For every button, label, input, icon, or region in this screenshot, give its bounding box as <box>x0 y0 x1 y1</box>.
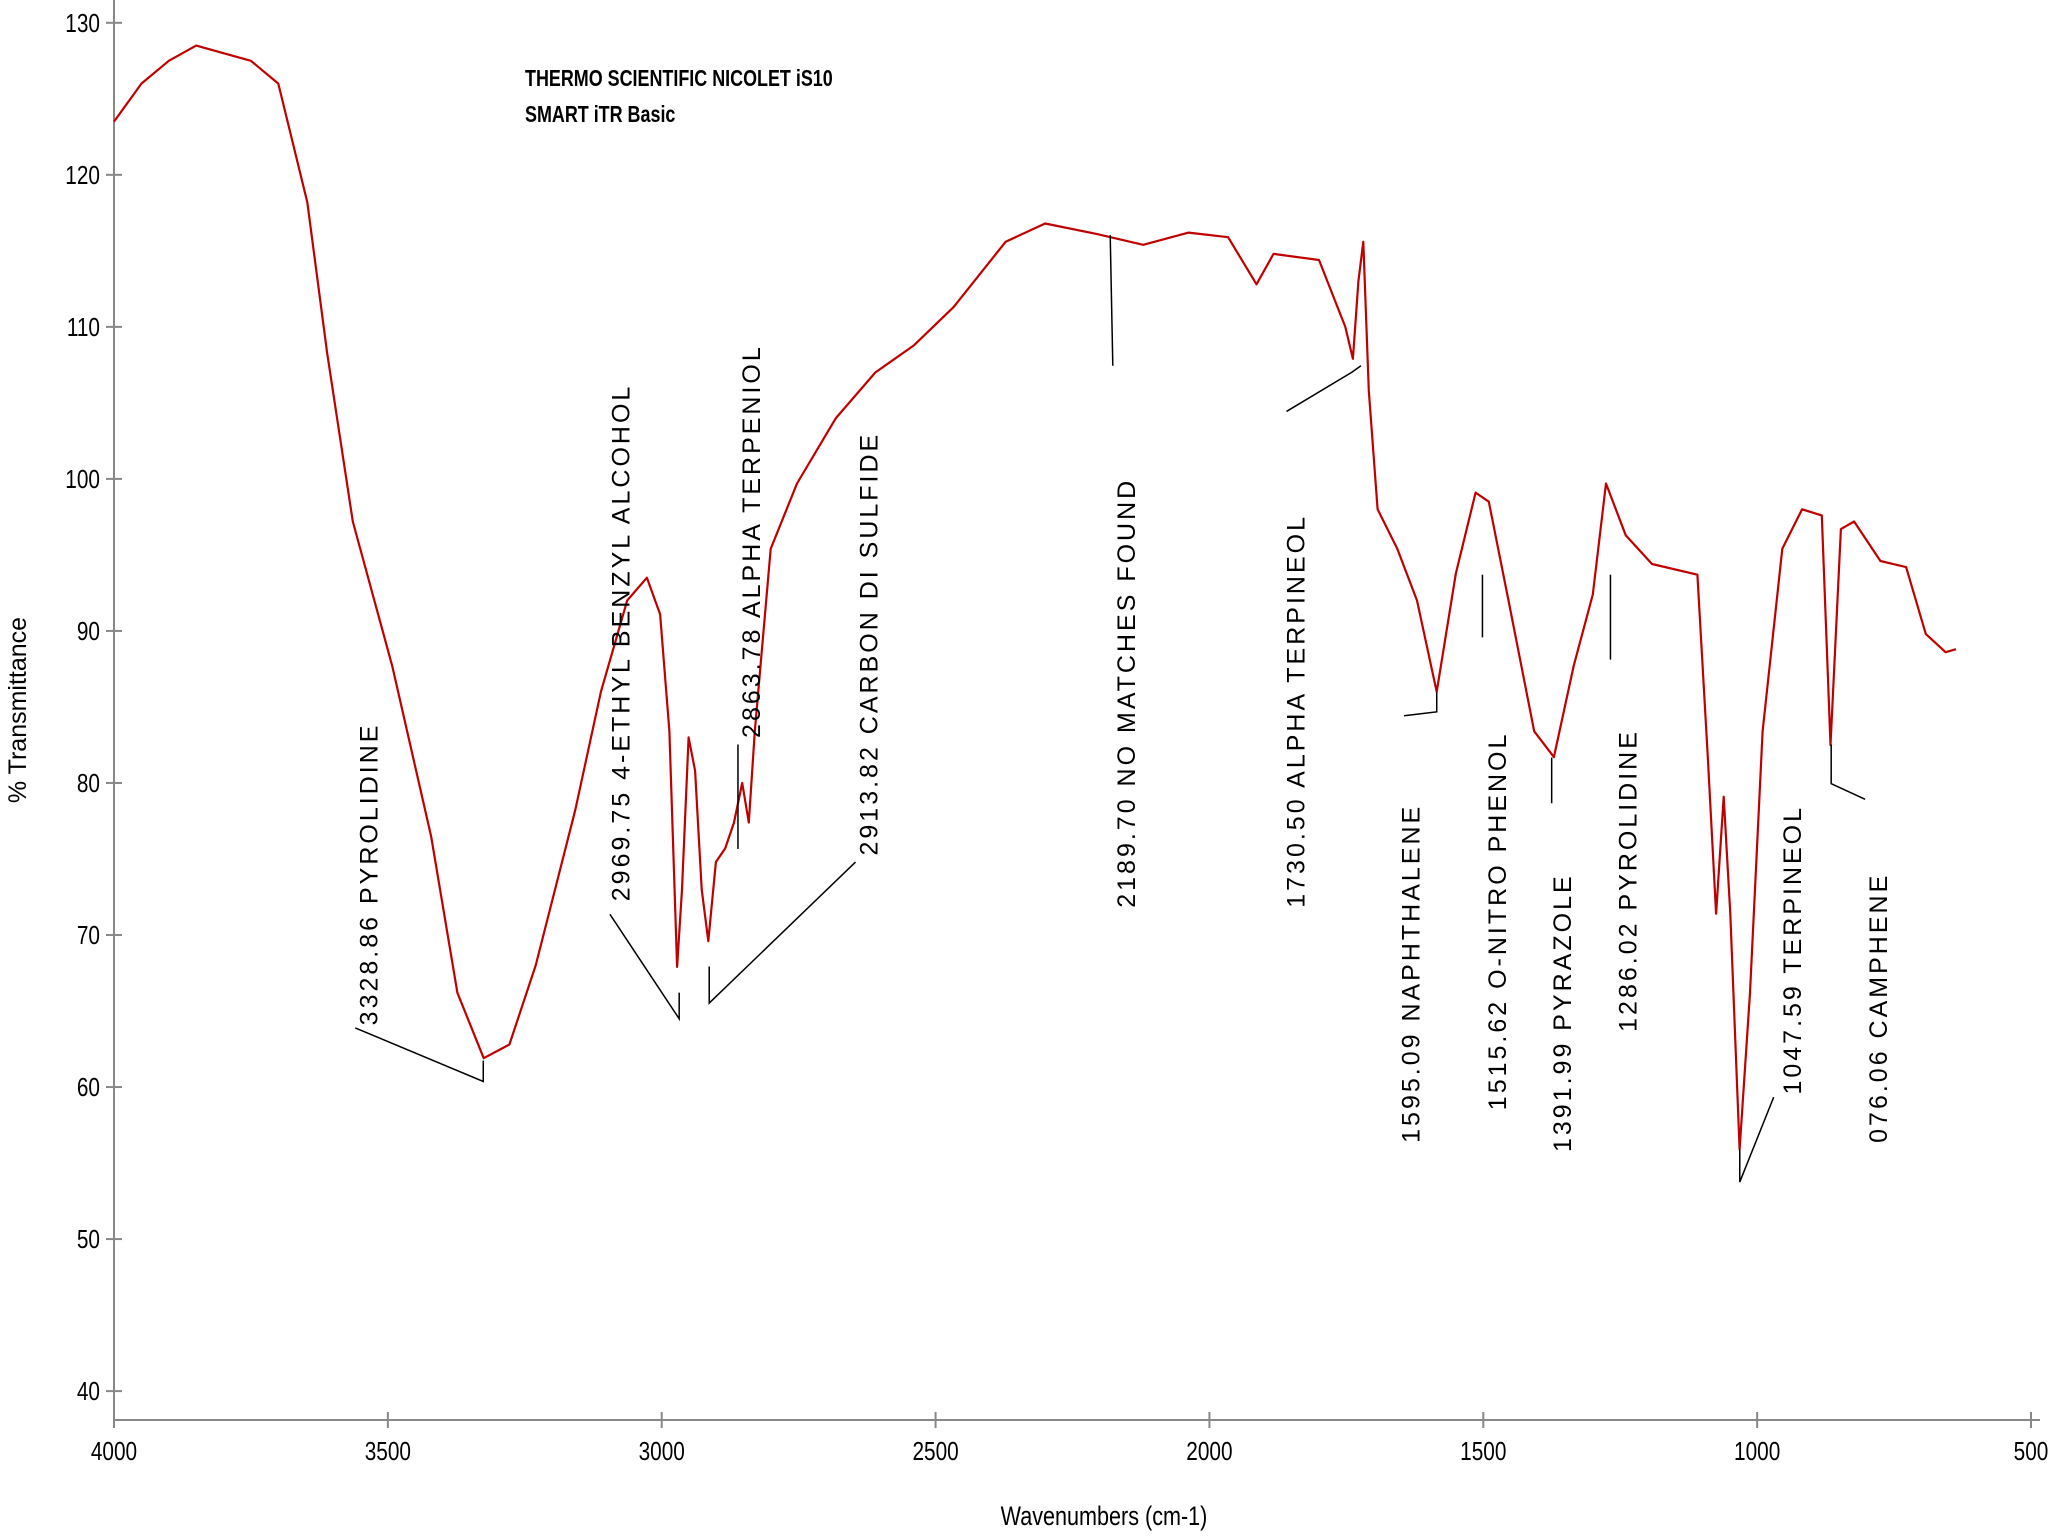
chart-subtitle: SMART iTR Basic <box>525 102 675 128</box>
x-tick-label: 2000 <box>1186 1437 1232 1466</box>
annotation: 1286.02 PYROLIDINE <box>1614 729 1642 1032</box>
y-tick-label: 110 <box>67 313 100 342</box>
x-tick-label: 3000 <box>639 1437 685 1466</box>
x-tick-label: 3500 <box>365 1437 411 1466</box>
annotation: 076.06 CAMPHENE <box>1865 873 1893 1143</box>
annotation-leader <box>1403 692 1438 717</box>
annotation: 1391.99 PYRAZOLE <box>1549 873 1577 1152</box>
y-tick-label: 40 <box>77 1377 100 1406</box>
annotation-leader <box>708 861 857 1005</box>
y-tick-label: 100 <box>65 465 100 494</box>
annotation-leader <box>1286 365 1362 413</box>
annotation-leader <box>1739 1096 1775 1183</box>
y-tick-label: 120 <box>65 161 100 190</box>
annotation: 2913.82 CARBON DI SULFIDE <box>856 432 884 856</box>
x-tick-label: 4000 <box>91 1437 137 1466</box>
annotation: 3328.86 PYROLIDINE <box>355 723 383 1026</box>
annotation: 1595.09 NAPHTHALENE <box>1398 804 1426 1143</box>
y-tick-label: 60 <box>77 1073 100 1102</box>
x-tick-label: 500 <box>2014 1437 2048 1466</box>
spectrum-line <box>113 44 1957 1151</box>
annotation: 2969.75 4-ETHYL BENZYL ALCOHOL <box>607 384 635 902</box>
annotation-leader <box>1109 235 1114 366</box>
chart-title: THERMO SCIENTIFIC NICOLET iS10 <box>525 66 833 92</box>
annotation: 1730.50 ALPHA TERPINEOL <box>1283 514 1311 908</box>
x-tick-label: 1500 <box>1460 1437 1506 1466</box>
y-tick-label: 90 <box>77 617 100 646</box>
annotation-leader <box>1830 744 1866 801</box>
x-axis-label: Wavenumbers (cm-1) <box>1001 1502 1208 1532</box>
annotation: 1047.59 TERPINEOL <box>1779 805 1807 1095</box>
annotation-leader <box>354 1027 485 1083</box>
annotation: 2189.70 NO MATCHES FOUND <box>1113 478 1141 908</box>
x-tick-label: 1000 <box>1734 1437 1780 1466</box>
y-tick-label: 80 <box>77 769 100 798</box>
annotation: 2863.78 ALPHA TERPENIOL <box>738 344 766 738</box>
annotation: 1515.62 O-NITRO PHENOL <box>1484 732 1512 1111</box>
y-tick-label: 50 <box>77 1225 100 1254</box>
y-tick-label: 130 <box>65 9 100 38</box>
y-axis-label: % Transmittance <box>4 617 32 803</box>
x-tick-label: 2500 <box>912 1437 958 1466</box>
y-tick-label: 70 <box>77 921 100 950</box>
annotation-leader <box>609 913 680 1022</box>
